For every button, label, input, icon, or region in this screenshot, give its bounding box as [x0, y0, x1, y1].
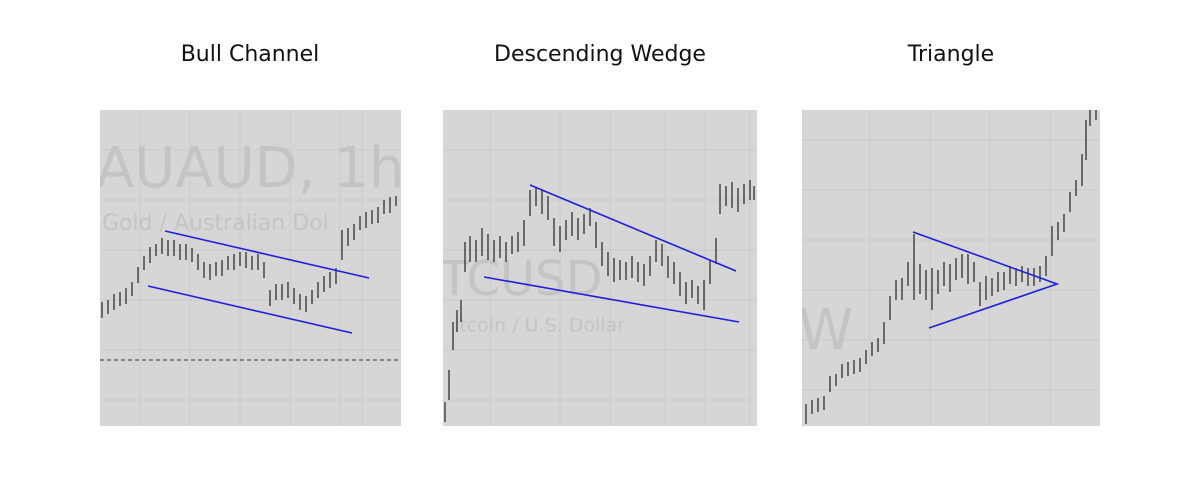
triangle-lines — [912, 231, 1060, 329]
panel-title: Triangle — [907, 42, 994, 67]
wedge-line — [529, 184, 737, 272]
panel-title: Bull Channel — [181, 42, 320, 67]
watermark: Gold / Australian Dol — [102, 211, 329, 236]
wedge-line — [483, 276, 740, 323]
watermark: W — [798, 298, 853, 363]
panel-background — [802, 110, 1100, 426]
price-bars — [444, 180, 755, 422]
watermark: AUAUD, 1h — [96, 136, 404, 201]
watermark: TCUSD — [439, 251, 603, 307]
channel-line — [164, 230, 370, 279]
chart-panel: TCUSD itcoin / U.S. Dollar — [439, 110, 757, 426]
chart-panel: W — [798, 110, 1100, 426]
panel-background — [100, 110, 401, 426]
channel-line — [147, 285, 353, 334]
chart-panel: AUAUD, 1h Gold / Australian Dol — [96, 110, 404, 426]
price-bars — [805, 110, 1097, 424]
panel-title: Descending Wedge — [494, 42, 706, 67]
watermark: itcoin / U.S. Dollar — [454, 315, 625, 337]
grid — [802, 110, 1100, 426]
grid — [443, 110, 757, 426]
price-bars — [101, 196, 397, 318]
